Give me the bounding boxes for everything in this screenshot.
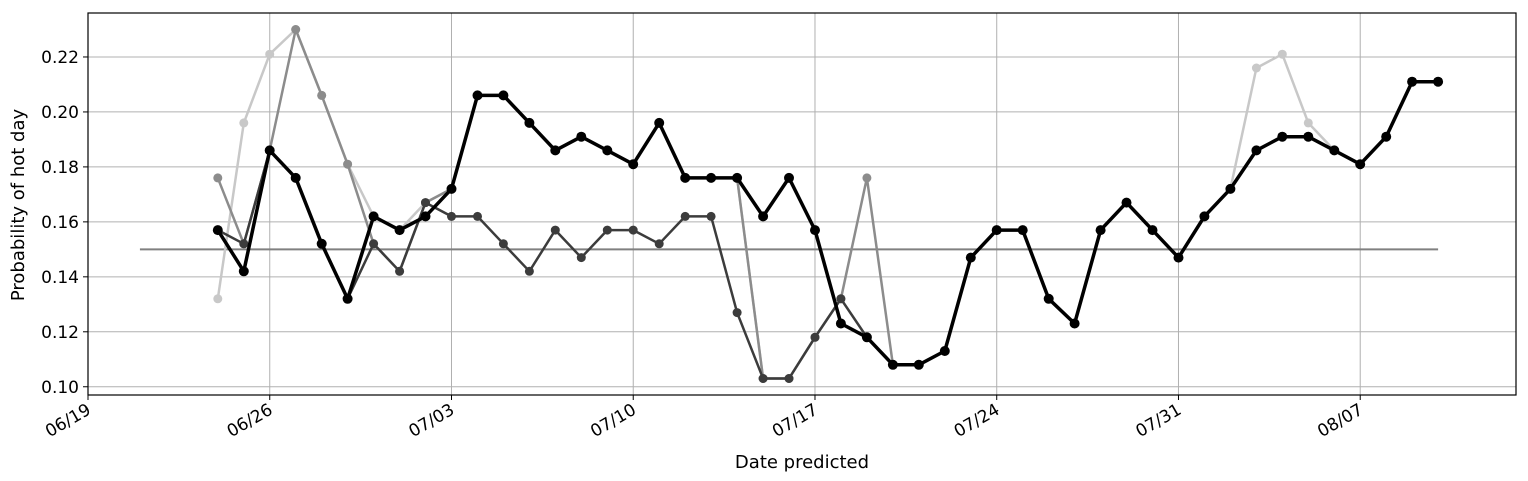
data-point (628, 159, 639, 170)
data-point (835, 318, 846, 329)
data-point (1043, 293, 1054, 304)
data-point (1407, 76, 1418, 87)
data-point (913, 359, 924, 370)
data-point (758, 211, 769, 222)
data-point (394, 225, 405, 236)
y-tick-label: 0.20 (41, 103, 79, 123)
grid (87, 13, 1516, 395)
data-point (291, 25, 301, 34)
data-point (1303, 131, 1314, 142)
data-point (239, 239, 249, 249)
data-point (213, 294, 223, 304)
data-point (1277, 49, 1287, 59)
data-point (420, 211, 431, 222)
series-layer (212, 25, 1444, 383)
data-point (1199, 211, 1210, 222)
data-point (317, 90, 327, 100)
data-point (368, 211, 379, 222)
data-point (1251, 145, 1262, 156)
y-tick-label: 0.22 (41, 48, 79, 68)
data-point (421, 198, 430, 208)
data-point (238, 266, 249, 277)
y-tick-label: 0.10 (41, 378, 79, 398)
data-point (1121, 197, 1132, 208)
data-point (1095, 225, 1106, 236)
data-point (991, 225, 1002, 236)
data-point (473, 211, 482, 221)
data-point (1225, 183, 1236, 194)
y-tick-label: 0.14 (41, 268, 79, 288)
data-point (784, 374, 794, 383)
data-point (706, 172, 717, 183)
data-point (343, 159, 353, 169)
data-point (706, 211, 716, 221)
data-point (836, 294, 846, 304)
data-point (1173, 252, 1184, 263)
data-point (550, 225, 560, 235)
data-point (1069, 318, 1080, 329)
data-point (1329, 145, 1340, 156)
data-point (680, 211, 690, 221)
data-point (498, 90, 509, 101)
data-point (810, 225, 820, 236)
y-axis-label: Probability of hot day (8, 109, 29, 302)
data-point (1381, 131, 1392, 142)
data-point (395, 266, 405, 276)
y-tick-label: 0.16 (41, 213, 79, 233)
data-point (447, 211, 456, 221)
series-4 (212, 76, 1444, 370)
plot-frame (87, 12, 1517, 396)
data-point (861, 332, 872, 343)
data-point (965, 252, 976, 263)
data-point (524, 117, 535, 128)
data-point (602, 225, 612, 235)
data-point (862, 173, 872, 183)
data-point (213, 173, 223, 183)
data-point (342, 293, 353, 304)
data-point (524, 266, 534, 276)
data-point (602, 145, 613, 156)
data-point (1277, 131, 1288, 142)
data-point (472, 90, 483, 101)
data-point (732, 172, 743, 183)
data-point (680, 172, 691, 183)
data-point (654, 239, 664, 249)
data-point (576, 253, 586, 263)
data-point (576, 131, 587, 142)
data-point (1303, 118, 1313, 128)
data-point (628, 225, 638, 235)
data-point (784, 172, 794, 183)
y-tick-label: 0.18 (41, 158, 79, 178)
data-point (939, 346, 950, 356)
y-tick-label: 0.12 (41, 323, 79, 343)
data-point (239, 118, 249, 128)
data-point (1251, 63, 1261, 73)
data-point (550, 145, 561, 156)
data-point (498, 239, 508, 249)
data-point (316, 238, 327, 249)
data-point (446, 183, 457, 194)
data-point (369, 239, 379, 249)
data-point (212, 225, 223, 236)
data-point (887, 359, 898, 370)
x-axis-label: Date predicted (735, 452, 869, 473)
y-axis: 0.10 0.12 0.14 0.16 0.18 0.20 0.22 (41, 48, 88, 398)
data-point (290, 172, 301, 183)
data-point (810, 332, 820, 342)
data-point (758, 374, 768, 383)
data-point (732, 308, 742, 318)
data-point (1433, 76, 1444, 87)
data-point (264, 145, 275, 156)
data-point (1355, 159, 1366, 170)
data-point (654, 117, 665, 128)
data-point (1147, 225, 1158, 236)
data-point (265, 49, 275, 59)
data-point (1017, 225, 1028, 236)
